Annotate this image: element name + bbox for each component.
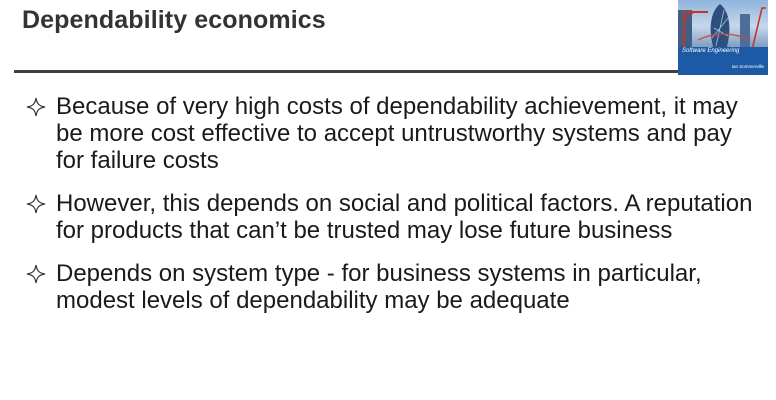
cover-title: Software Engineering [682, 48, 740, 54]
four-point-star-outline-icon [26, 194, 46, 214]
title-divider [14, 70, 678, 73]
four-point-star-outline-icon [26, 97, 46, 117]
four-point-star-outline-icon [26, 264, 46, 284]
bullet-text: However, this depends on social and poli… [56, 190, 753, 244]
bullet-item: Depends on system type - for business sy… [26, 260, 766, 314]
bullet-item: However, this depends on social and poli… [26, 190, 766, 244]
slide-title: Dependability economics [22, 6, 326, 34]
bullet-text: Depends on system type - for business sy… [56, 260, 702, 314]
cover-author: Ian Sommerville [731, 64, 764, 69]
book-cover-image: Software Engineering Ian Sommerville [678, 0, 768, 75]
bullet-list: Because of very high costs of dependabil… [26, 93, 766, 330]
cover-band [678, 47, 768, 75]
cover-artwork [678, 4, 766, 51]
bullet-item: Because of very high costs of dependabil… [26, 93, 766, 174]
bullet-text: Because of very high costs of dependabil… [56, 93, 738, 174]
